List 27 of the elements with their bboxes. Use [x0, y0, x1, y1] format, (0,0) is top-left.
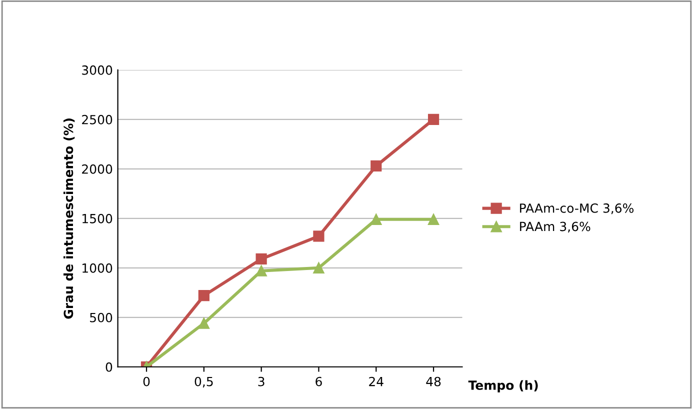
x-axis-title: Tempo (h): [468, 380, 538, 392]
point: [428, 214, 440, 225]
legend-label: PAAm-co-MC 3,6%: [520, 203, 634, 214]
y-tick-label: 2000: [82, 164, 112, 174]
y-tick-label: 1000: [82, 263, 112, 273]
x-tick-label: 6: [316, 376, 322, 386]
point: [370, 160, 382, 172]
x-tick-label: 48: [426, 376, 441, 386]
x-tick-label: 24: [369, 376, 384, 386]
y-tick-label: 0: [106, 362, 112, 372]
point: [198, 318, 210, 329]
legend-label: PAAm 3,6%: [520, 222, 590, 232]
point: [370, 214, 382, 225]
y-tick-label: 500: [90, 312, 112, 322]
x-tick-label: 0: [143, 376, 150, 386]
point: [198, 290, 210, 302]
x-tick-label: 0,5: [194, 376, 213, 388]
y-tick-label: 3000: [82, 65, 112, 75]
point: [256, 253, 267, 265]
y-tick-label: 2500: [82, 114, 112, 124]
point: [256, 265, 267, 276]
y-axis-title: Grau de intumescimento (%): [63, 118, 75, 319]
point: [313, 262, 324, 274]
point: [428, 114, 440, 125]
y-tick-label: 1500: [82, 214, 112, 224]
x-tick-label: 3: [258, 376, 264, 386]
point: [313, 230, 324, 242]
